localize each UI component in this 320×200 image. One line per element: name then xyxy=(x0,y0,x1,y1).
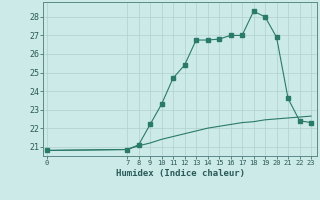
X-axis label: Humidex (Indice chaleur): Humidex (Indice chaleur) xyxy=(116,169,244,178)
